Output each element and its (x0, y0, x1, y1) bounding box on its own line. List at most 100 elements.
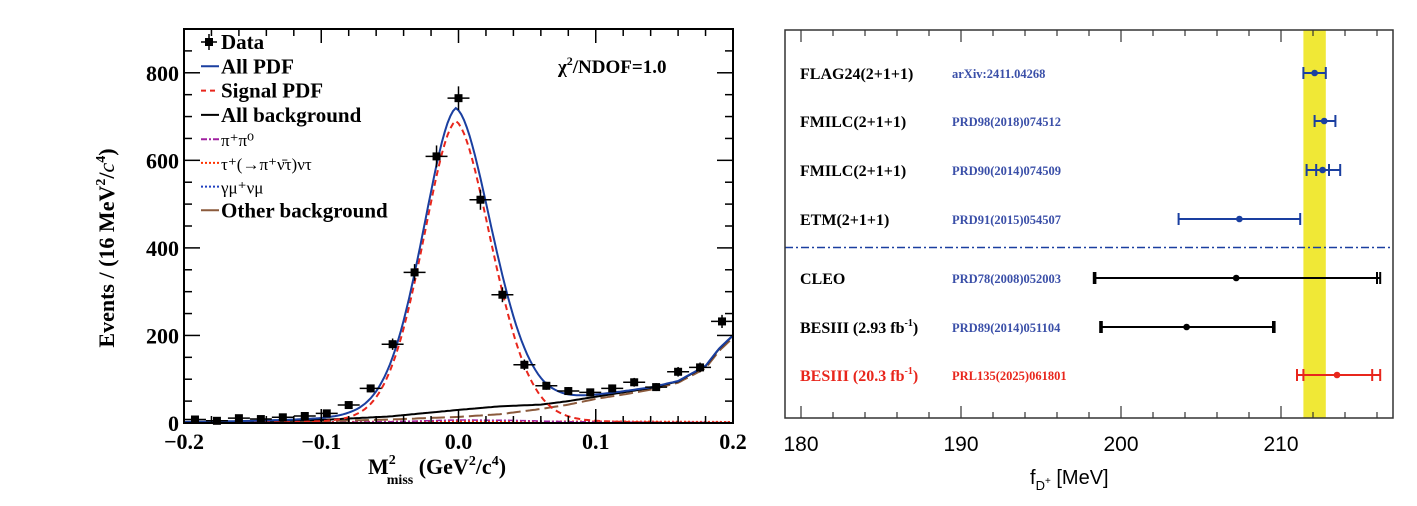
left-x-axis-label: M2 miss (GeV2/c4) (368, 453, 506, 488)
central-value-marker (1320, 117, 1328, 125)
label-close: ) (913, 320, 918, 337)
measurement-reference: PRD78(2008)052003 (952, 272, 1061, 286)
label-sup: -1 (904, 366, 912, 377)
central-value-marker (1311, 69, 1318, 77)
data-point (381, 338, 404, 350)
label-main: BESIII (20.3 fb (800, 368, 905, 385)
y-tick-label: 400 (146, 236, 179, 261)
measurement-reference: PRD98(2018)074512 (952, 115, 1061, 129)
measurement-reference: PRD89(2014)051104 (952, 321, 1061, 335)
measurement-row: CLEO PRD78(2008)052003 (800, 271, 1382, 288)
data-point-marker (586, 388, 595, 397)
all-pdf-curve (183, 106, 734, 423)
y-tick-label: 0 (168, 411, 179, 436)
data-point (513, 359, 536, 371)
right-axis-ticks (800, 30, 1378, 418)
measurement-reference: PRD91(2015)054507 (952, 213, 1061, 227)
data-point (315, 409, 338, 418)
data-point (689, 362, 712, 373)
legend-label: γμ⁺νμ (220, 179, 263, 198)
legend-data-marker (205, 38, 213, 46)
y-tick-label: 600 (146, 148, 179, 173)
data-point-marker (718, 317, 727, 326)
legend-label: Other background (221, 198, 388, 222)
data-point-marker (212, 416, 221, 425)
data-point-marker (652, 383, 661, 392)
data-point (337, 401, 360, 410)
data-point (403, 264, 426, 281)
measurement-row: BESIII (20.3 fb-1) PRL135(2025)061801 (800, 366, 1382, 385)
x-tick-label: 0.2 (719, 429, 747, 454)
measurement-entries: FLAG24(2+1+1) arXiv:2411.04268 FMILC(2+1+1… (800, 66, 1382, 385)
data-point-marker (476, 195, 485, 204)
data-point-marker (696, 363, 705, 372)
data-point-marker (190, 415, 199, 424)
data-point (623, 377, 646, 387)
right-x-axis-label: fD+ [MeV] (1030, 467, 1109, 493)
data-point (557, 387, 580, 396)
measurement-label: ETM(2+1+1) (800, 212, 889, 229)
measurement-reference: PRL135(2025)061801 (952, 369, 1067, 383)
x-tick-label: 200 (1103, 433, 1138, 456)
central-value-marker (1236, 215, 1243, 223)
measurement-reference: arXiv:2411.04268 (952, 67, 1045, 81)
label-main: BESIII (2.93 fb (800, 320, 905, 337)
left-tick-labels: −0.2 −0.1 0.0 0.1 0.2 0 200 400 600 800 (146, 61, 747, 454)
legend-item: Signal PDF (201, 79, 323, 103)
data-point-marker (608, 384, 617, 393)
data-point (425, 145, 448, 168)
left-axis-ticks (183, 28, 734, 424)
legend-label: Signal PDF (221, 79, 323, 103)
data-point-marker (410, 268, 419, 277)
x-tick-label: −0.1 (301, 429, 341, 454)
legend-item: γμ⁺νμ (201, 179, 263, 198)
x-tick-label: 180 (783, 433, 818, 456)
data-point (293, 411, 316, 420)
x-tick-label: −0.2 (164, 429, 204, 454)
measurement-row: FMILC(2+1+1) PRD98(2018)074512 (800, 114, 1337, 131)
data-point (535, 381, 558, 390)
data-point (711, 314, 733, 329)
data-point-marker (256, 415, 265, 424)
legend-item: Other background (201, 198, 388, 222)
data-point (205, 416, 228, 425)
data-point (491, 287, 514, 303)
data-point-marker (674, 367, 683, 376)
central-value-marker (1232, 274, 1240, 282)
data-point (645, 383, 668, 392)
x-tick-label: 190 (943, 433, 978, 456)
x-tick-label: 210 (1263, 433, 1298, 456)
legend-label: All PDF (221, 54, 294, 78)
measurement-label: FMILC(2+1+1) (800, 114, 906, 131)
legend-label: All background (221, 103, 362, 127)
measurement-row: FLAG24(2+1+1) arXiv:2411.04268 (800, 66, 1327, 83)
measurement-row: BESIII (2.93 fb-1) PRD89(2014)051104 (800, 318, 1276, 337)
legend-label: τ⁺(→π⁺ν̄τ)ντ (221, 155, 312, 174)
measurement-label: FLAG24(2+1+1) (800, 66, 913, 83)
legend-item: τ⁺(→π⁺ν̄τ)ντ (201, 155, 312, 174)
tau-nu-curve (184, 420, 733, 423)
left-data-points (184, 86, 733, 425)
y-tick-label: 800 (146, 61, 179, 86)
chi2-annotation: χ2/NDOF=1.0 (557, 54, 666, 78)
legend-item: All PDF (201, 54, 294, 78)
data-point (667, 366, 690, 377)
data-point (184, 415, 206, 424)
data-point (359, 384, 382, 393)
x-tick-label: 0.0 (445, 429, 473, 454)
right-tick-labels: 180 190 200 210 (783, 433, 1298, 456)
label-sup: -1 (904, 318, 912, 329)
data-point-marker (564, 387, 573, 396)
x-tick-label: 0.1 (582, 429, 610, 454)
legend-item: All background (201, 103, 362, 127)
y-tick-label: 200 (146, 323, 179, 348)
central-value-marker (1319, 166, 1326, 174)
measurement-label: CLEO (800, 271, 845, 288)
data-point-marker (498, 290, 507, 299)
central-value-marker (1333, 371, 1341, 379)
data-point-marker (432, 152, 441, 161)
left-y-axis-label: Events / (16 MeV2/c4) (94, 148, 119, 347)
